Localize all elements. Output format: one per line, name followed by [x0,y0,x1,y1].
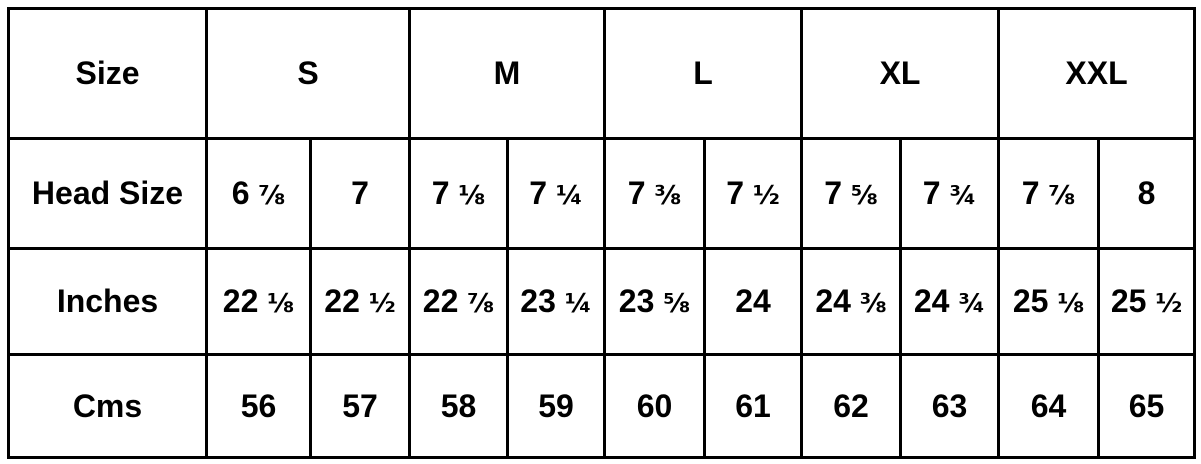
fraction: ⅛ [267,289,295,319]
table-cell: 58 [408,353,509,459]
table-cell: 7 ⅛ [408,137,509,250]
table-cell: 24 ¾ [899,247,1001,356]
fraction: ⅛ [1057,289,1085,319]
fraction: ⅞ [1048,181,1076,211]
table-cell: 22 ⅞ [408,247,509,356]
table-cell: 25 ½ [1097,247,1197,356]
fraction: ¼ [564,289,592,319]
table-cell: 65 [1097,353,1197,459]
row-label: Cms [7,353,208,459]
fraction: ¾ [949,181,977,211]
fraction: ½ [752,181,780,211]
table-cell: 23 ⅝ [603,247,706,356]
size-l: L [602,7,804,140]
table-cell: 7 ¾ [899,137,1001,250]
size-xxl: XXL [997,7,1197,140]
table-cell: 60 [603,353,706,459]
table-cell: 22 ½ [309,247,411,356]
table-cell: 22 ⅛ [205,247,312,356]
table-cell: 6 ⅞ [205,137,312,250]
table-cell: 25 ⅛ [997,247,1101,356]
table-cell: 62 [800,353,903,459]
table-cell: 59 [506,353,606,459]
table-cell: 7 ½ [702,137,804,250]
size-s: S [205,7,411,140]
fraction: ⅞ [258,181,286,211]
fraction: ⅜ [654,181,682,211]
fraction: ⅝ [663,289,691,319]
table-cell: 24 ⅜ [800,247,903,356]
table-cell: 7 ¼ [506,137,606,250]
table-cell: 8 [1097,137,1197,250]
fraction: ⅞ [467,289,495,319]
table-cell: 61 [702,353,804,459]
fraction: ⅜ [859,289,887,319]
fraction: ½ [1155,289,1183,319]
table-cell: 63 [899,353,1001,459]
fraction: ¼ [555,181,583,211]
table-cell: 7 ⅝ [800,137,903,250]
table-cell: 64 [997,353,1101,459]
fraction: ¾ [958,289,986,319]
fraction: ½ [368,289,396,319]
inches-row: Inches 22 ⅛ 22 ½ 22 ⅞ 23 ¼ 23 ⅝ 24 24 ⅜ 24 ¾ 25 ⅛… [7,247,1197,356]
header-row: Size S M L XL XXL [7,7,1197,140]
size-m: M [408,7,606,140]
fraction: ⅛ [458,181,486,211]
table-cell: 7 ⅜ [603,137,706,250]
cms-row: Cms 56 57 58 59 60 61 62 63 64 65 [7,353,1197,459]
table-cell: 57 [309,353,411,459]
size-header: Size [7,7,208,140]
row-label: Inches [7,247,208,356]
table-cell: 23 ¼ [506,247,606,356]
table-cell: 7 [309,137,411,250]
size-xl: XL [800,7,1001,140]
table-cell: 24 [702,247,804,356]
row-label: Head Size [7,137,208,250]
fraction: ⅝ [850,181,878,211]
table-cell: 56 [205,353,312,459]
table-cell: 7 ⅞ [997,137,1101,250]
